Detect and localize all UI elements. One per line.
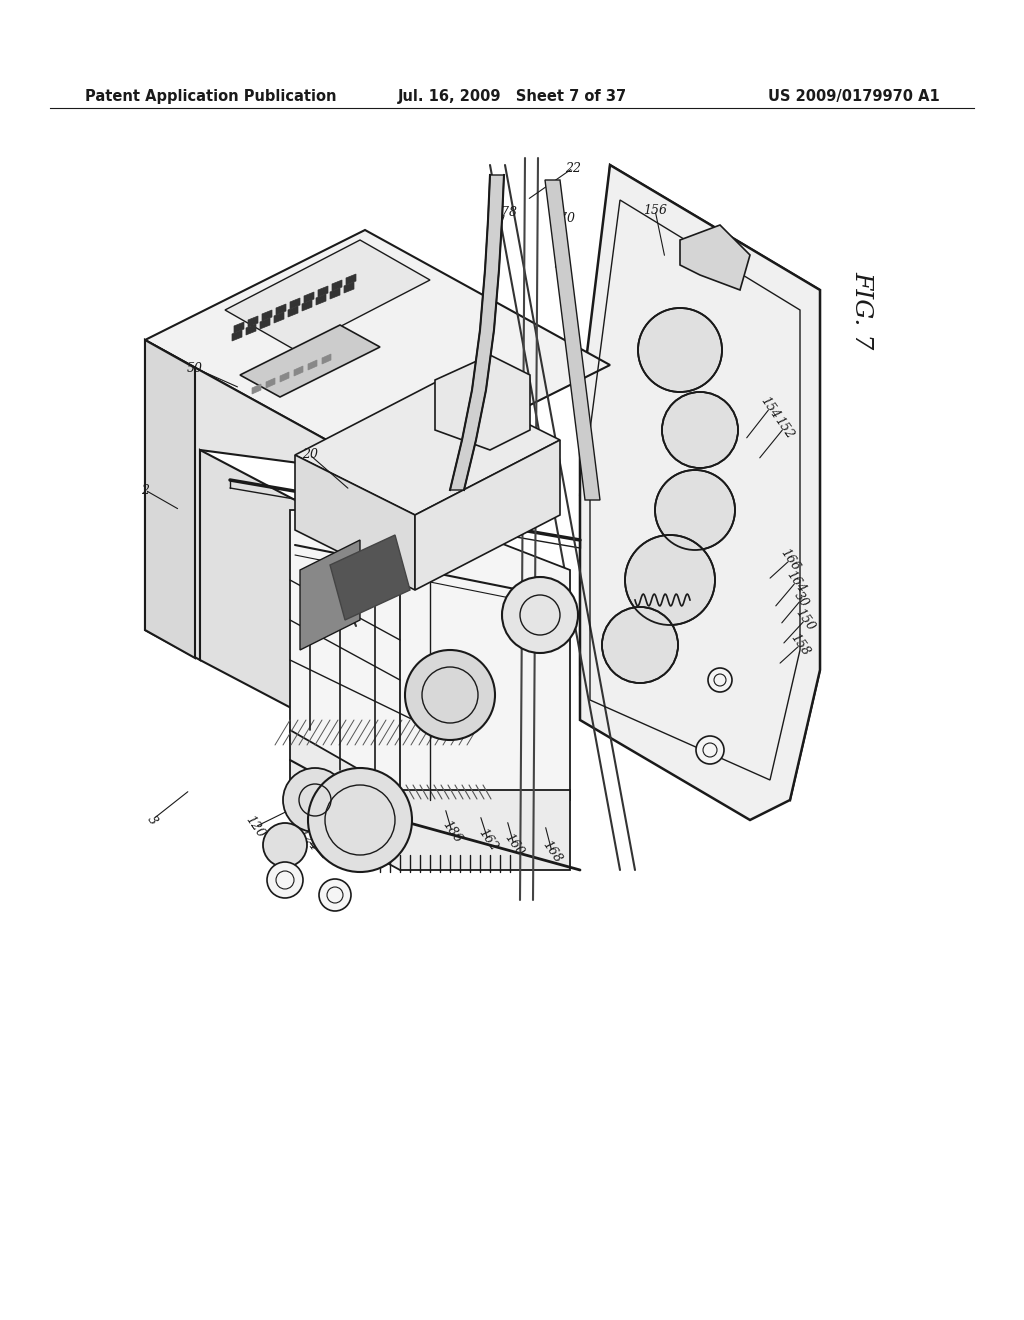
Polygon shape <box>225 240 430 350</box>
Text: 20: 20 <box>302 449 318 462</box>
Polygon shape <box>248 315 258 327</box>
Polygon shape <box>252 384 261 393</box>
Circle shape <box>308 768 412 873</box>
Text: 2: 2 <box>141 483 150 496</box>
Polygon shape <box>145 341 390 660</box>
Polygon shape <box>262 310 272 321</box>
Polygon shape <box>276 304 286 315</box>
Polygon shape <box>300 540 360 649</box>
Text: 120: 120 <box>243 813 267 841</box>
Polygon shape <box>290 298 300 309</box>
Polygon shape <box>322 354 331 364</box>
Text: 168: 168 <box>540 838 564 866</box>
Text: 162: 162 <box>476 826 500 854</box>
Text: 22: 22 <box>565 161 581 174</box>
Circle shape <box>267 862 303 898</box>
Polygon shape <box>318 286 328 297</box>
Polygon shape <box>545 180 600 500</box>
Polygon shape <box>288 306 298 317</box>
Polygon shape <box>580 165 820 620</box>
Polygon shape <box>415 440 560 590</box>
Circle shape <box>502 577 578 653</box>
Polygon shape <box>790 290 820 800</box>
Text: 124: 124 <box>296 826 321 854</box>
Circle shape <box>602 607 678 682</box>
Text: 166: 166 <box>778 546 802 574</box>
Text: Patent Application Publication: Patent Application Publication <box>85 90 337 104</box>
Polygon shape <box>332 280 342 290</box>
Polygon shape <box>290 510 570 800</box>
Circle shape <box>638 308 722 392</box>
Polygon shape <box>580 495 790 800</box>
Polygon shape <box>304 292 314 304</box>
Polygon shape <box>145 341 195 657</box>
Polygon shape <box>274 312 284 323</box>
Polygon shape <box>330 535 410 620</box>
Polygon shape <box>680 224 750 290</box>
Circle shape <box>406 649 495 741</box>
Polygon shape <box>330 288 340 300</box>
Text: 160: 160 <box>502 832 526 858</box>
Polygon shape <box>302 300 312 312</box>
Circle shape <box>655 470 735 550</box>
Polygon shape <box>240 325 380 397</box>
Polygon shape <box>280 372 289 381</box>
Polygon shape <box>260 318 270 329</box>
Polygon shape <box>316 294 326 305</box>
Circle shape <box>319 879 351 911</box>
Circle shape <box>283 768 347 832</box>
Circle shape <box>708 668 732 692</box>
Polygon shape <box>200 450 390 760</box>
Text: 154: 154 <box>758 395 782 421</box>
Circle shape <box>263 822 307 867</box>
Polygon shape <box>290 730 570 870</box>
Polygon shape <box>294 366 303 376</box>
Text: 164: 164 <box>783 569 808 595</box>
Polygon shape <box>234 322 244 333</box>
Text: 30: 30 <box>792 590 811 610</box>
Polygon shape <box>266 378 275 388</box>
Text: FIG. 7: FIG. 7 <box>851 271 873 348</box>
Polygon shape <box>344 282 354 293</box>
Polygon shape <box>580 165 820 820</box>
Text: US 2009/0179970 A1: US 2009/0179970 A1 <box>768 90 940 104</box>
Polygon shape <box>232 330 242 341</box>
Text: Jul. 16, 2009   Sheet 7 of 37: Jul. 16, 2009 Sheet 7 of 37 <box>397 90 627 104</box>
Text: 156: 156 <box>643 203 667 216</box>
Text: 50: 50 <box>187 362 203 375</box>
Polygon shape <box>435 355 530 450</box>
Text: 158: 158 <box>787 631 812 659</box>
Polygon shape <box>308 360 317 370</box>
Text: 170: 170 <box>551 211 575 224</box>
Polygon shape <box>450 176 504 490</box>
Polygon shape <box>346 275 356 285</box>
Circle shape <box>625 535 715 624</box>
Circle shape <box>696 737 724 764</box>
Text: 178: 178 <box>493 206 517 219</box>
Text: 150: 150 <box>793 606 817 634</box>
Polygon shape <box>246 323 256 335</box>
Polygon shape <box>145 230 610 475</box>
Text: 152: 152 <box>772 414 797 442</box>
Polygon shape <box>295 380 560 515</box>
Circle shape <box>662 392 738 469</box>
Text: 186: 186 <box>439 818 464 846</box>
Text: 3: 3 <box>144 813 160 828</box>
Polygon shape <box>295 455 415 590</box>
